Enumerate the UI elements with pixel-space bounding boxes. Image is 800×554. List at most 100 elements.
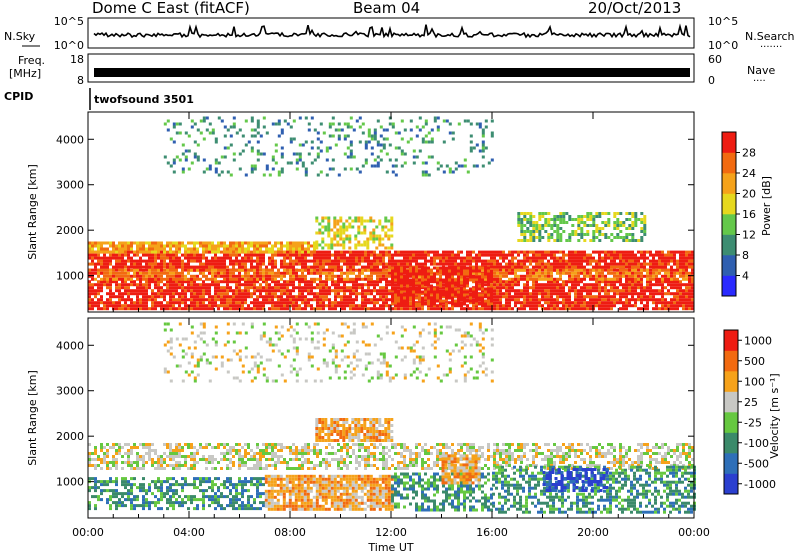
heatmap-cell xyxy=(214,161,218,165)
heatmap-cell xyxy=(160,262,163,266)
heatmap-cell xyxy=(373,137,377,141)
heatmap-cell xyxy=(196,158,200,162)
heatmap-cell xyxy=(550,233,554,236)
heatmap-cell xyxy=(442,259,445,263)
heatmap-cell xyxy=(202,307,205,311)
heatmap-cell xyxy=(280,271,283,275)
heatmap-cell xyxy=(670,292,673,296)
heatmap-cell xyxy=(381,243,385,247)
heatmap-cell xyxy=(544,307,547,311)
heatmap-cell xyxy=(448,281,451,285)
heatmap-cell xyxy=(226,244,229,248)
heatmap-cell xyxy=(502,295,505,299)
heatmap-cell xyxy=(217,262,220,266)
power-heatmap xyxy=(88,116,694,311)
heatmap-cell xyxy=(640,268,643,272)
heatmap-cell xyxy=(691,265,694,269)
heatmap-cell xyxy=(205,298,208,302)
heatmap-cell xyxy=(514,268,517,272)
heatmap-cell xyxy=(463,287,466,291)
heatmap-cell xyxy=(274,244,277,248)
heatmap-cell xyxy=(499,301,502,305)
heatmap-cell xyxy=(381,225,385,229)
heatmap-cell xyxy=(345,225,349,229)
heatmap-cell xyxy=(634,286,637,290)
heatmap-cell xyxy=(562,283,565,287)
heatmap-cell xyxy=(388,298,391,302)
heatmap-cell xyxy=(211,307,214,311)
heatmap-cell xyxy=(592,277,595,281)
heatmap-cell xyxy=(631,271,634,275)
heatmap-cell xyxy=(223,253,226,257)
heatmap-cell xyxy=(421,272,424,276)
heatmap-cell xyxy=(94,262,97,266)
heatmap-cell xyxy=(151,271,154,275)
heatmap-cell xyxy=(259,301,262,305)
heatmap-cell xyxy=(487,302,490,306)
heatmap-cell xyxy=(652,307,655,311)
heatmap-cell xyxy=(613,215,617,218)
heatmap-cell xyxy=(682,307,685,311)
heatmap-cell xyxy=(154,265,157,269)
heatmap-cell xyxy=(403,287,406,291)
heatmap-cell xyxy=(625,289,628,293)
heatmap-cell xyxy=(616,265,619,269)
heatmap-cell xyxy=(136,271,139,275)
heatmap-cell xyxy=(301,256,304,260)
heatmap-cell xyxy=(487,161,491,165)
heatmap-cell xyxy=(649,265,652,269)
heatmap-cell xyxy=(91,250,94,254)
heatmap-cell xyxy=(381,228,385,232)
heatmap-cell xyxy=(649,253,652,257)
heatmap-cell xyxy=(556,289,559,293)
heatmap-cell xyxy=(202,283,205,287)
heatmap-cell xyxy=(346,298,349,302)
heatmap-cell xyxy=(436,167,440,171)
heatmap-cell xyxy=(430,299,433,303)
heatmap-cell xyxy=(214,262,217,266)
heatmap-cell xyxy=(415,275,418,279)
heatmap-cell xyxy=(382,259,385,263)
heatmap-cell xyxy=(643,292,646,296)
heatmap-cell xyxy=(691,307,694,311)
heatmap-cell xyxy=(298,304,301,308)
heatmap-cell xyxy=(523,218,527,221)
heatmap-cell xyxy=(463,307,466,311)
heatmap-cell xyxy=(220,289,223,293)
heatmap-cell xyxy=(151,295,154,299)
heatmap-cell xyxy=(415,292,418,296)
heatmap-cell xyxy=(217,280,220,284)
heatmap-cell xyxy=(268,274,271,278)
heatmap-cell xyxy=(577,301,580,305)
heatmap-cell xyxy=(187,283,190,287)
heatmap-cell xyxy=(349,155,353,159)
heatmap-cell xyxy=(256,298,259,302)
heatmap-cell xyxy=(202,253,205,257)
heatmap-cell xyxy=(352,286,355,290)
heatmap-cell xyxy=(514,280,517,284)
heatmap-cell xyxy=(232,274,235,278)
heatmap-cell xyxy=(508,292,511,296)
heatmap-cell xyxy=(388,122,392,126)
heatmap-cell xyxy=(496,274,499,278)
heatmap-cell xyxy=(403,250,406,254)
heatmap-cell xyxy=(142,283,145,287)
heatmap-cell xyxy=(214,259,217,263)
heatmap-cell xyxy=(646,250,649,254)
heatmap-cell xyxy=(130,256,133,260)
heatmap-cell xyxy=(496,268,499,272)
heatmap-cell xyxy=(250,253,253,257)
heatmap-cell xyxy=(574,292,577,296)
heatmap-cell xyxy=(502,256,505,260)
heatmap-cell xyxy=(403,302,406,306)
heatmap-cell xyxy=(532,307,535,311)
heatmap-cell xyxy=(304,295,307,299)
heatmap-cell xyxy=(342,225,346,229)
heatmap-cell xyxy=(487,283,490,287)
heatmap-cell xyxy=(100,259,103,263)
heatmap-cell xyxy=(352,256,355,260)
heatmap-cell xyxy=(169,259,172,263)
heatmap-cell xyxy=(592,289,595,293)
heatmap-cell xyxy=(520,277,523,281)
heatmap-cell xyxy=(520,250,523,254)
